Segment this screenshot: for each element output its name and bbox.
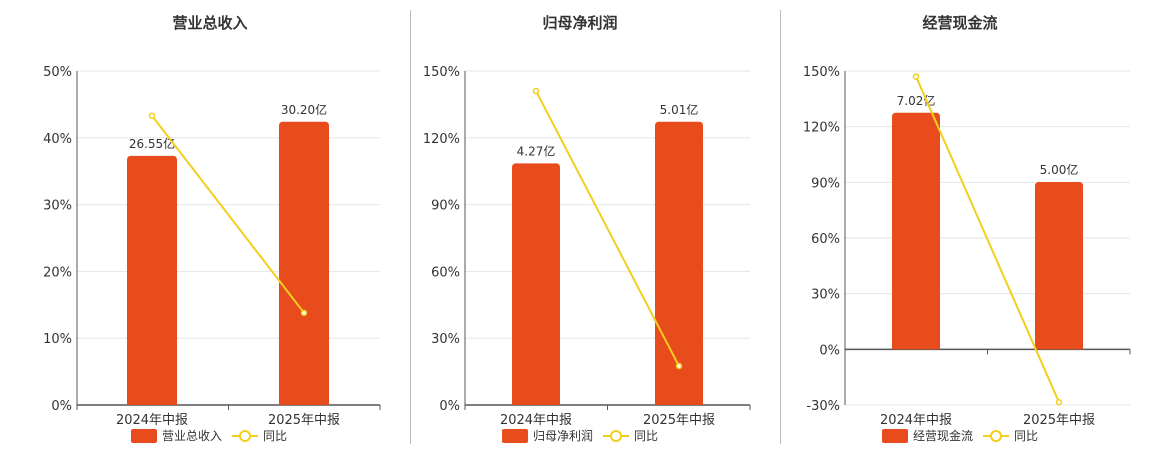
y-tick-label: 20% [43, 265, 72, 280]
legend-line-marker [990, 430, 1002, 442]
legend-bar-swatch [882, 429, 908, 443]
bar-data-label: 5.00亿 [1040, 162, 1079, 177]
y-tick-label: 50% [43, 65, 72, 80]
legend-line-label: 同比 [1014, 429, 1038, 443]
legend-bar-swatch [502, 429, 528, 443]
y-tick-label: 0% [819, 343, 840, 358]
yoy-line [535, 90, 680, 367]
yoy-point [675, 362, 683, 370]
bar [512, 163, 560, 405]
legend-line-marker [239, 430, 251, 442]
panel-divider [410, 10, 411, 444]
x-tick-label: 2025年中报 [1023, 413, 1095, 428]
cash-flow-chart-panel: 经营现金流 150% 120% 90% 60% 30% 0% -30% 7.02亿 5.00亿 20… [780, 0, 1160, 450]
yoy-line [151, 115, 305, 314]
y-tick-label: 30% [431, 332, 460, 347]
y-tick-label: 30% [43, 199, 72, 214]
bar [127, 155, 177, 405]
legend-bar-label: 归母净利润 [533, 429, 593, 443]
chart-svg: 归母净利润 150% 120% 90% 60% 30% 0% 4.27亿 5.01亿 2024年中… [423, 14, 751, 443]
y-tick-label: -30% [806, 399, 840, 414]
yoy-point [532, 87, 540, 95]
chart-svg: 营业总收入 50% 40% 30% 20% 10% 0% 26.55亿 30.20亿 2024年中… [43, 14, 381, 443]
bar-data-label: 4.27亿 [517, 143, 556, 158]
legend-bar-label: 营业总收入 [162, 429, 222, 443]
y-tick-label: 10% [43, 332, 72, 347]
y-tick-label: 30% [811, 288, 840, 303]
y-tick-label: 60% [811, 232, 840, 247]
bar [1035, 181, 1083, 350]
y-tick-label: 0% [439, 399, 460, 414]
x-tick-label: 2024年中报 [116, 413, 188, 428]
yoy-point [148, 112, 156, 120]
legend-line-label: 同比 [263, 429, 287, 443]
yoy-line [915, 76, 1060, 403]
y-tick-label: 60% [431, 265, 460, 280]
y-tick-label: 90% [811, 176, 840, 191]
x-tick-label: 2024年中报 [500, 413, 572, 428]
x-tick-label: 2024年中报 [880, 413, 952, 428]
yoy-point [1055, 398, 1063, 406]
chart-title: 经营现金流 [922, 14, 997, 32]
y-tick-label: 150% [423, 65, 460, 80]
net-profit-chart-panel: 归母净利润 150% 120% 90% 60% 30% 0% 4.27亿 5.01亿 2024年中… [390, 0, 780, 450]
y-tick-label: 0% [51, 399, 72, 414]
y-tick-label: 40% [43, 132, 72, 147]
chart-svg: 经营现金流150%120%90%60%30%0%-30%7.02亿5.00亿20… [803, 14, 1131, 443]
y-tick-label: 150% [803, 65, 840, 80]
chart-title: 营业总收入 [172, 14, 247, 32]
x-tick-label: 2025年中报 [268, 413, 340, 428]
bar [279, 121, 329, 405]
y-tick-label: 120% [423, 132, 460, 147]
legend-line-marker [610, 430, 622, 442]
x-tick-label: 2025年中报 [643, 413, 715, 428]
panel-divider [780, 10, 781, 444]
legend-bar-swatch [131, 429, 157, 443]
y-tick-label: 120% [803, 121, 840, 136]
bar-data-label: 26.55亿 [129, 136, 175, 151]
chart-title: 归母净利润 [542, 14, 617, 32]
legend-line-label: 同比 [634, 429, 658, 443]
y-tick-label: 90% [431, 199, 460, 214]
bar [655, 121, 703, 405]
bar [892, 112, 940, 350]
revenue-chart-panel: 营业总收入 50% 40% 30% 20% 10% 0% 26.55亿 30.20亿 2024年中… [0, 0, 390, 450]
legend-bar-label: 经营现金流 [913, 428, 973, 443]
yoy-point [300, 309, 308, 317]
bar-data-label: 5.01亿 [660, 102, 699, 117]
bar-data-label: 30.20亿 [281, 102, 327, 117]
yoy-point [912, 73, 920, 80]
